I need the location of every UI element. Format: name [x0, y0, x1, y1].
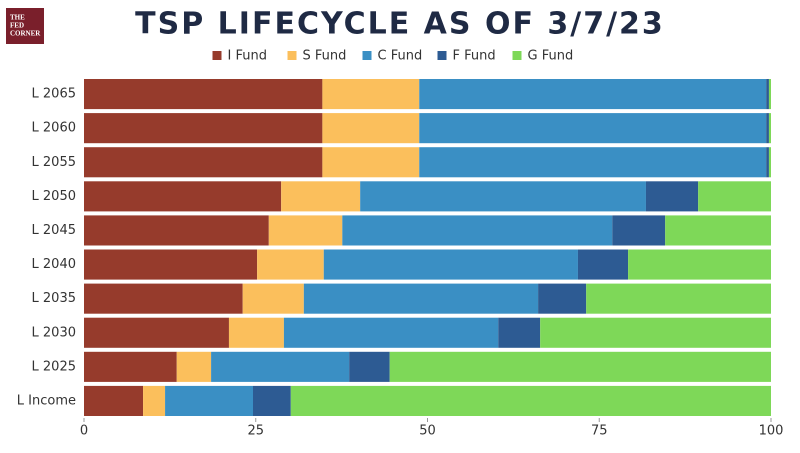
- bar-segment: [165, 385, 254, 416]
- legend-swatch: [437, 51, 447, 60]
- bar-segment: [498, 317, 541, 348]
- legend-label: I Fund: [228, 49, 267, 64]
- x-tick-label: 0: [80, 424, 88, 439]
- bar-segment: [84, 385, 144, 416]
- bar-segment: [419, 79, 767, 110]
- logo-text: FED: [10, 22, 24, 30]
- legend-label: S Fund: [303, 49, 347, 64]
- y-tick-label: L 2065: [32, 87, 76, 102]
- bar-segment: [176, 351, 212, 382]
- bar-segment: [84, 317, 229, 348]
- bar-segment: [698, 181, 771, 212]
- logo-box: [6, 8, 44, 44]
- bar-segment: [349, 351, 390, 382]
- logo-text: THE: [10, 14, 25, 22]
- y-tick-label: L 2045: [32, 223, 76, 238]
- bar-segment: [211, 351, 350, 382]
- bar-segment: [389, 351, 771, 382]
- bar-segment: [84, 113, 323, 144]
- bar-segment: [322, 79, 420, 110]
- y-tick-label: L 2030: [32, 325, 76, 340]
- bar-segment: [419, 147, 767, 178]
- y-tick-label: L 2035: [32, 291, 76, 306]
- bar-segment: [612, 215, 666, 246]
- bar-segment: [257, 249, 324, 280]
- bar-segment: [645, 181, 699, 212]
- chart-title: TSP LIFECYCLE AS OF 3/7/23: [135, 7, 665, 42]
- bar-segment: [84, 351, 177, 382]
- y-tick-label: L 2055: [32, 155, 76, 170]
- bar-segment: [360, 181, 646, 212]
- bar-segment: [766, 79, 769, 110]
- bar-segment: [628, 249, 771, 280]
- y-tick-label: L 2025: [32, 359, 76, 374]
- bar-segment: [768, 79, 771, 110]
- bar-segment: [323, 249, 578, 280]
- bar-segment: [303, 283, 539, 314]
- bar-segment: [290, 385, 771, 416]
- bar-segment: [586, 283, 771, 314]
- bar-segment: [228, 317, 284, 348]
- bar-segment: [242, 283, 304, 314]
- x-tick-label: 25: [247, 424, 264, 439]
- logo-text: CORNER: [10, 30, 41, 38]
- legend-swatch: [362, 51, 372, 60]
- bar-segment: [577, 249, 629, 280]
- bar-segment: [540, 317, 771, 348]
- bar-segment: [419, 113, 767, 144]
- bar-segment: [322, 113, 420, 144]
- bar-segment: [84, 249, 258, 280]
- x-tick-label: 50: [419, 424, 436, 439]
- legend-label: G Fund: [528, 49, 574, 64]
- bar-segment: [768, 113, 771, 144]
- x-tick-label: 100: [759, 424, 784, 439]
- legend-swatch: [287, 51, 297, 60]
- bar-segment: [84, 79, 323, 110]
- bar-segment: [84, 215, 269, 246]
- bar-segment: [768, 147, 771, 178]
- bar-segment: [253, 385, 291, 416]
- bar-segment: [84, 147, 323, 178]
- legend-swatch: [212, 51, 222, 60]
- bar-segment: [766, 147, 769, 178]
- y-tick-label: L 2050: [32, 189, 76, 204]
- bar-segment: [283, 317, 499, 348]
- bar-segment: [538, 283, 587, 314]
- legend-label: F Fund: [453, 49, 496, 64]
- legend-swatch: [512, 51, 522, 60]
- bar-segment: [281, 181, 361, 212]
- bar-segment: [342, 215, 613, 246]
- bar-segment: [84, 283, 243, 314]
- bar-segment: [84, 181, 282, 212]
- legend-label: C Fund: [378, 49, 423, 64]
- bar-segment: [766, 113, 769, 144]
- bar-segment: [322, 147, 420, 178]
- y-tick-label: L 2060: [32, 121, 76, 136]
- y-tick-label: L 2040: [32, 257, 76, 272]
- bar-segment: [268, 215, 343, 246]
- x-tick-label: 75: [591, 424, 608, 439]
- y-tick-label: L Income: [17, 393, 76, 408]
- bar-segment: [665, 215, 771, 246]
- bar-segment: [143, 385, 166, 416]
